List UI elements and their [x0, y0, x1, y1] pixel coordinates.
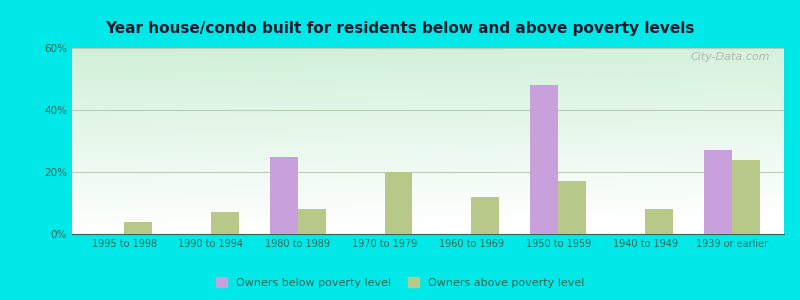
Bar: [732, 160, 760, 234]
Legend: Owners below poverty level, Owners above poverty level: Owners below poverty level, Owners above…: [213, 274, 587, 291]
Bar: [704, 150, 732, 234]
Bar: [298, 209, 326, 234]
Bar: [124, 222, 152, 234]
Text: Year house/condo built for residents below and above poverty levels: Year house/condo built for residents bel…: [106, 21, 694, 36]
Bar: [385, 172, 412, 234]
Bar: [270, 157, 298, 234]
Text: City-Data.com: City-Data.com: [690, 52, 770, 62]
Bar: [645, 209, 673, 234]
Bar: [530, 85, 558, 234]
Bar: [471, 197, 499, 234]
Bar: [558, 181, 586, 234]
Bar: [211, 212, 238, 234]
